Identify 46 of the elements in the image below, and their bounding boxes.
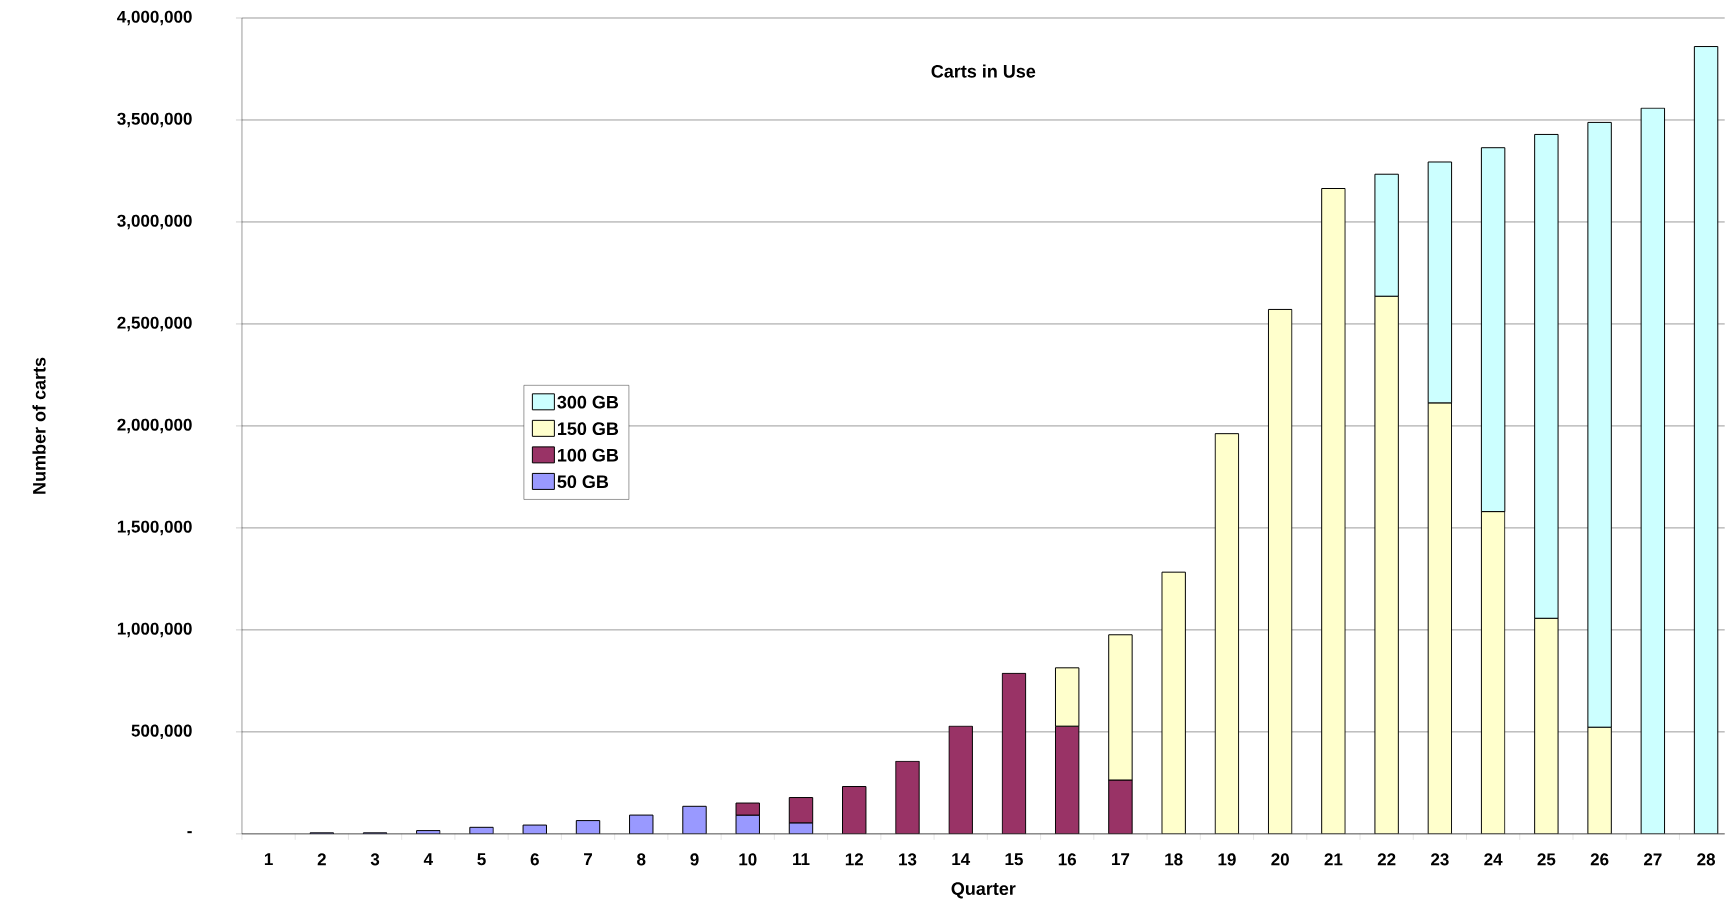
bar — [1001, 672, 1027, 834]
x-tick-label: 15 — [1005, 853, 1023, 866]
x-tick-label: 18 — [1165, 853, 1183, 866]
x-tick-label: 24 — [1484, 853, 1503, 866]
x-tick-label: 17 — [1112, 853, 1130, 866]
x-tick-label: 12 — [845, 853, 863, 866]
x-tick-label: 5 — [477, 853, 486, 866]
x-tick-label: 2 — [317, 853, 326, 866]
x-tick-label: 11 — [793, 853, 810, 866]
x-tick-label: 28 — [1697, 853, 1716, 866]
legend-label: 300 GB — [557, 395, 619, 409]
x-tick-label: 10 — [739, 853, 757, 866]
x-tick-label: 25 — [1537, 853, 1556, 866]
legend-label: 100 GB — [558, 448, 619, 462]
y-tick-label: 1,000,000 — [117, 622, 192, 638]
bar — [1321, 188, 1346, 834]
x-tick-label: 27 — [1643, 853, 1662, 866]
y-axis-title: Number of carts — [32, 357, 46, 494]
y-tick-label: - — [187, 831, 192, 834]
x-tick-label: 14 — [952, 853, 971, 866]
x-tick-label: 19 — [1218, 853, 1236, 866]
y-tick-label: 2,500,000 — [117, 316, 192, 332]
x-tick-label: 8 — [637, 853, 646, 866]
x-tick-label: 22 — [1377, 853, 1396, 866]
y-tick-label: 500,000 — [131, 724, 192, 740]
x-tick-label: 16 — [1058, 853, 1077, 866]
y-tick-label: 2,000,000 — [117, 418, 192, 434]
y-tick-label: 3,500,000 — [117, 112, 192, 128]
x-tick-label: 26 — [1590, 853, 1609, 866]
x-tick-label: 4 — [423, 853, 433, 866]
x-tick-label: 1 — [264, 853, 273, 866]
y-tick-label: 4,000,000 — [117, 10, 192, 26]
text: Carts in Use — [931, 64, 1036, 78]
x-axis-title: Quarter — [951, 882, 1016, 899]
x-tick-label: 7 — [584, 853, 592, 866]
x-tick-label: 13 — [899, 853, 917, 866]
x-tick-label: 21 — [1324, 853, 1343, 866]
y-tick-label: 1,500,000 — [117, 520, 192, 536]
legend-label: 150 GB — [558, 422, 619, 436]
y-tick-label: 3,000,000 — [117, 214, 192, 230]
x-tick-label: 3 — [370, 853, 380, 866]
x-tick-label: 6 — [530, 853, 539, 866]
x-tick-label: 9 — [690, 853, 699, 866]
x-tick-label: 20 — [1271, 853, 1289, 866]
x-tick-label: 23 — [1431, 853, 1449, 866]
legend-label: 50 GB — [557, 475, 609, 489]
